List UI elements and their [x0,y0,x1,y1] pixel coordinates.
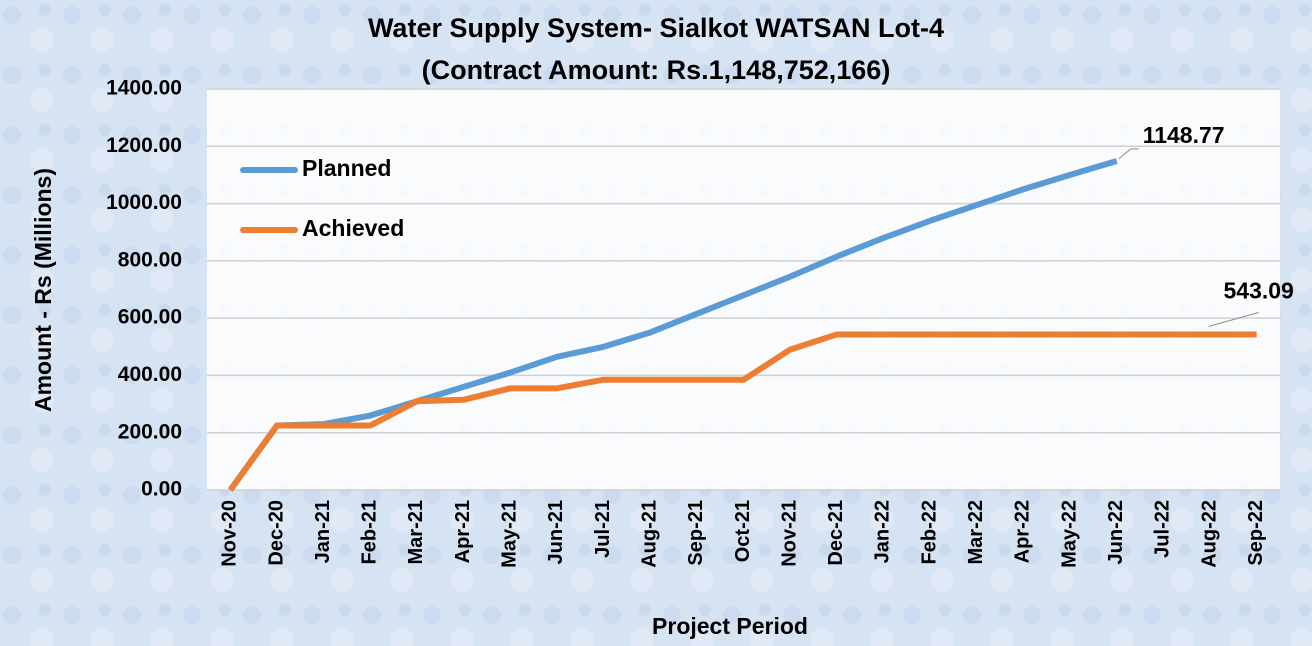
x-tick-label: Mar-21 [405,500,427,564]
y-axis-label: Amount - Rs (Millions) [30,168,56,412]
leader-line [1118,148,1139,160]
x-tick-label: Nov-20 [219,500,241,567]
series-line [227,158,1118,492]
data-label: 1148.77 [1143,122,1225,148]
x-tick-label: Jan-22 [872,500,894,563]
y-tick-label: 1400.00 [106,77,182,100]
y-tick-label: 200.00 [118,420,182,443]
x-tick-label: Sep-21 [685,500,707,566]
y-tick-label: 0.00 [141,478,182,501]
x-axis-label: Project Period [652,613,808,639]
x-tick-label: Jul-21 [592,500,614,558]
y-tick-label: 600.00 [118,306,182,329]
series-line [227,331,1257,492]
x-tick-label: Aug-22 [1198,500,1220,568]
x-tick-label: Mar-22 [965,500,987,564]
plot-area [207,89,1280,490]
chart-subtitle: (Contract Amount: Rs.1,148,752,166) [422,55,891,85]
x-tick-label: Jul-22 [1152,500,1174,558]
data-label: 543.09 [1223,278,1293,304]
chart-title: Water Supply System- Sialkot WATSAN Lot-… [368,13,944,43]
x-tick-label: May-21 [499,500,521,568]
x-tick-label: Feb-21 [359,500,381,564]
x-tick-label: Apr-22 [1012,500,1034,563]
y-tick-label: 1000.00 [106,191,182,214]
x-tick-label: Jun-22 [1105,500,1127,564]
leader-line [1208,311,1259,328]
x-tick-label: Nov-21 [778,500,800,567]
x-tick-label: Oct-21 [732,500,754,562]
x-tick-label: Dec-20 [265,500,287,566]
x-tick-label: Jun-21 [545,500,567,564]
x-tick-label: Jan-21 [312,500,334,563]
x-tick-label: Dec-21 [825,500,847,566]
y-tick-label: 400.00 [118,363,182,386]
x-tick-label: Sep-22 [1245,500,1267,566]
x-tick-label: Apr-21 [452,500,474,563]
x-tick-label: Feb-22 [918,500,940,564]
y-tick-label: 800.00 [118,248,182,271]
legend-label: Achieved [302,215,404,241]
x-tick-label: Aug-21 [638,500,660,568]
y-tick-label: 1200.00 [106,134,182,157]
x-tick-label: May-22 [1058,500,1080,568]
legend-label: Planned [302,155,391,181]
